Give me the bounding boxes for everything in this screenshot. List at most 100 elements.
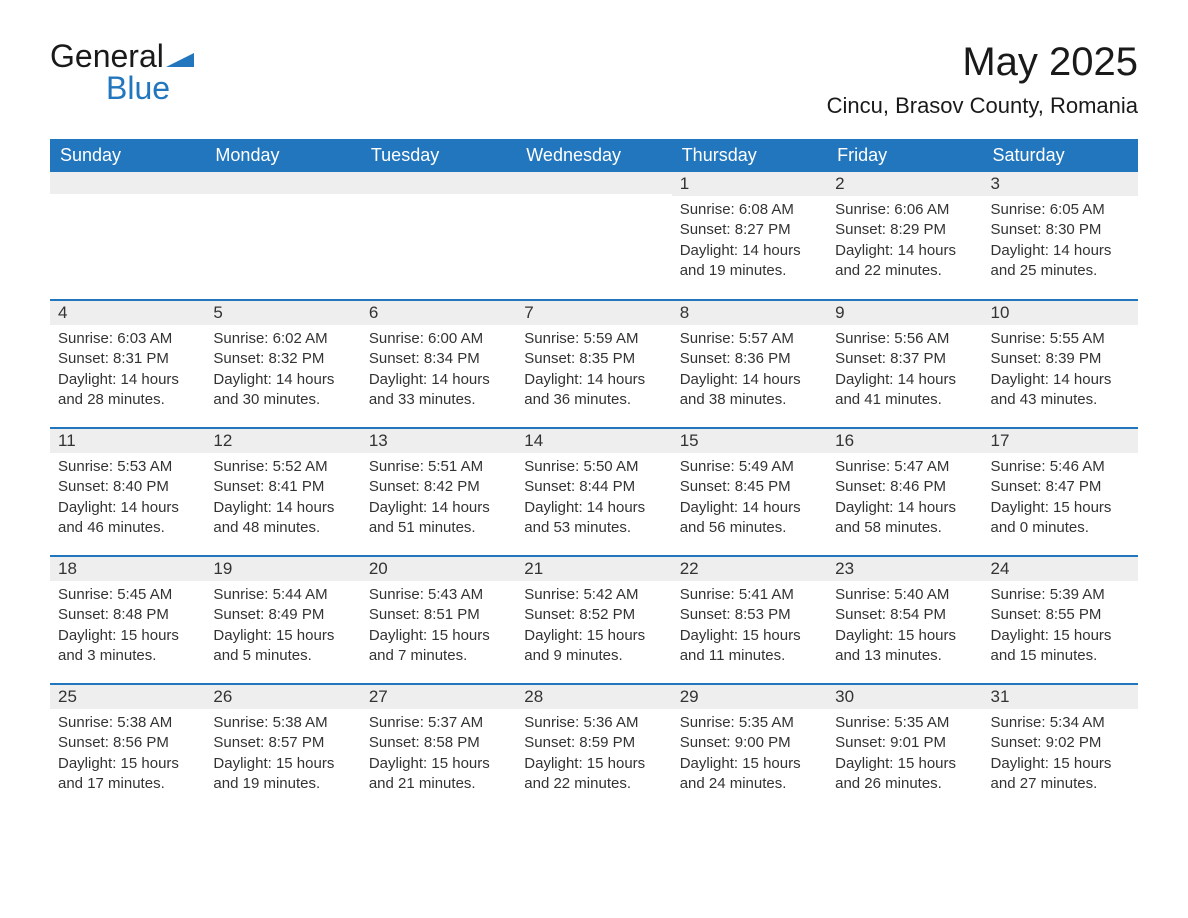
day-number: 17 [983,429,1138,453]
daylight-text-line2: and 9 minutes. [524,646,663,666]
calendar-cell [205,172,360,300]
calendar-cell: 26Sunrise: 5:38 AMSunset: 8:57 PMDayligh… [205,684,360,812]
day-body: Sunrise: 5:36 AMSunset: 8:59 PMDaylight:… [516,709,671,802]
sunrise-text: Sunrise: 5:50 AM [524,457,663,477]
sunrise-text: Sunrise: 5:36 AM [524,713,663,733]
day-number: 3 [983,172,1138,196]
day-body: Sunrise: 5:38 AMSunset: 8:56 PMDaylight:… [50,709,205,802]
sunset-text: Sunset: 8:36 PM [680,349,819,369]
daylight-text-line1: Daylight: 15 hours [835,754,974,774]
calendar-cell: 21Sunrise: 5:42 AMSunset: 8:52 PMDayligh… [516,556,671,684]
daylight-text-line1: Daylight: 14 hours [369,498,508,518]
calendar-cell: 6Sunrise: 6:00 AMSunset: 8:34 PMDaylight… [361,300,516,428]
day-number: 10 [983,301,1138,325]
daylight-text-line1: Daylight: 14 hours [213,370,352,390]
weekday-header: Thursday [672,139,827,172]
day-number [516,172,671,194]
day-body [516,194,671,206]
logo-text: General Blue [50,40,194,104]
daylight-text-line1: Daylight: 14 hours [991,370,1130,390]
day-body: Sunrise: 5:47 AMSunset: 8:46 PMDaylight:… [827,453,982,546]
daylight-text-line1: Daylight: 14 hours [835,241,974,261]
calendar-cell: 20Sunrise: 5:43 AMSunset: 8:51 PMDayligh… [361,556,516,684]
daylight-text-line2: and 22 minutes. [524,774,663,794]
day-body: Sunrise: 5:59 AMSunset: 8:35 PMDaylight:… [516,325,671,418]
calendar-cell: 5Sunrise: 6:02 AMSunset: 8:32 PMDaylight… [205,300,360,428]
title-block: May 2025 Cincu, Brasov County, Romania [827,40,1138,119]
day-body: Sunrise: 5:57 AMSunset: 8:36 PMDaylight:… [672,325,827,418]
sunset-text: Sunset: 8:53 PM [680,605,819,625]
day-number: 5 [205,301,360,325]
sunrise-text: Sunrise: 6:00 AM [369,329,508,349]
day-number: 16 [827,429,982,453]
daylight-text-line1: Daylight: 15 hours [213,754,352,774]
day-body: Sunrise: 5:45 AMSunset: 8:48 PMDaylight:… [50,581,205,674]
sunset-text: Sunset: 8:37 PM [835,349,974,369]
day-body: Sunrise: 5:52 AMSunset: 8:41 PMDaylight:… [205,453,360,546]
calendar-week-row: 1Sunrise: 6:08 AMSunset: 8:27 PMDaylight… [50,172,1138,300]
daylight-text-line1: Daylight: 15 hours [369,754,508,774]
header: General Blue May 2025 Cincu, Brasov Coun… [50,40,1138,119]
sunset-text: Sunset: 8:54 PM [835,605,974,625]
calendar-cell: 23Sunrise: 5:40 AMSunset: 8:54 PMDayligh… [827,556,982,684]
sunset-text: Sunset: 8:41 PM [213,477,352,497]
day-number: 24 [983,557,1138,581]
sunset-text: Sunset: 8:35 PM [524,349,663,369]
sunrise-text: Sunrise: 5:41 AM [680,585,819,605]
daylight-text-line1: Daylight: 14 hours [835,370,974,390]
sunrise-text: Sunrise: 5:35 AM [680,713,819,733]
sunrise-text: Sunrise: 6:05 AM [991,200,1130,220]
calendar-cell: 28Sunrise: 5:36 AMSunset: 8:59 PMDayligh… [516,684,671,812]
sunrise-text: Sunrise: 6:03 AM [58,329,197,349]
day-body: Sunrise: 5:56 AMSunset: 8:37 PMDaylight:… [827,325,982,418]
day-body: Sunrise: 6:05 AMSunset: 8:30 PMDaylight:… [983,196,1138,289]
day-body: Sunrise: 6:06 AMSunset: 8:29 PMDaylight:… [827,196,982,289]
day-body: Sunrise: 5:40 AMSunset: 8:54 PMDaylight:… [827,581,982,674]
sunset-text: Sunset: 8:49 PM [213,605,352,625]
day-body: Sunrise: 6:03 AMSunset: 8:31 PMDaylight:… [50,325,205,418]
calendar-cell: 27Sunrise: 5:37 AMSunset: 8:58 PMDayligh… [361,684,516,812]
daylight-text-line2: and 26 minutes. [835,774,974,794]
day-number: 12 [205,429,360,453]
daylight-text-line2: and 11 minutes. [680,646,819,666]
daylight-text-line2: and 43 minutes. [991,390,1130,410]
calendar-week-row: 18Sunrise: 5:45 AMSunset: 8:48 PMDayligh… [50,556,1138,684]
calendar-cell: 31Sunrise: 5:34 AMSunset: 9:02 PMDayligh… [983,684,1138,812]
calendar-cell: 7Sunrise: 5:59 AMSunset: 8:35 PMDaylight… [516,300,671,428]
day-number: 9 [827,301,982,325]
calendar-cell: 1Sunrise: 6:08 AMSunset: 8:27 PMDaylight… [672,172,827,300]
month-title: May 2025 [827,40,1138,85]
calendar-cell [516,172,671,300]
calendar-cell: 3Sunrise: 6:05 AMSunset: 8:30 PMDaylight… [983,172,1138,300]
sunrise-text: Sunrise: 5:56 AM [835,329,974,349]
sunset-text: Sunset: 8:27 PM [680,220,819,240]
daylight-text-line1: Daylight: 15 hours [680,754,819,774]
day-number: 28 [516,685,671,709]
calendar-cell: 12Sunrise: 5:52 AMSunset: 8:41 PMDayligh… [205,428,360,556]
sunset-text: Sunset: 8:57 PM [213,733,352,753]
sunset-text: Sunset: 8:44 PM [524,477,663,497]
day-body: Sunrise: 5:53 AMSunset: 8:40 PMDaylight:… [50,453,205,546]
daylight-text-line2: and 13 minutes. [835,646,974,666]
daylight-text-line2: and 5 minutes. [213,646,352,666]
day-number: 14 [516,429,671,453]
sunset-text: Sunset: 8:45 PM [680,477,819,497]
weekday-header: Friday [827,139,982,172]
daylight-text-line1: Daylight: 14 hours [991,241,1130,261]
daylight-text-line1: Daylight: 14 hours [213,498,352,518]
daylight-text-line2: and 30 minutes. [213,390,352,410]
day-body: Sunrise: 5:42 AMSunset: 8:52 PMDaylight:… [516,581,671,674]
daylight-text-line1: Daylight: 15 hours [835,626,974,646]
daylight-text-line2: and 19 minutes. [213,774,352,794]
sunrise-text: Sunrise: 5:43 AM [369,585,508,605]
calendar-cell: 15Sunrise: 5:49 AMSunset: 8:45 PMDayligh… [672,428,827,556]
day-body: Sunrise: 5:43 AMSunset: 8:51 PMDaylight:… [361,581,516,674]
daylight-text-line1: Daylight: 14 hours [58,370,197,390]
sunrise-text: Sunrise: 5:53 AM [58,457,197,477]
sunrise-text: Sunrise: 5:45 AM [58,585,197,605]
day-body: Sunrise: 5:51 AMSunset: 8:42 PMDaylight:… [361,453,516,546]
sunrise-text: Sunrise: 5:46 AM [991,457,1130,477]
day-body: Sunrise: 5:49 AMSunset: 8:45 PMDaylight:… [672,453,827,546]
day-number [361,172,516,194]
sunrise-text: Sunrise: 5:57 AM [680,329,819,349]
